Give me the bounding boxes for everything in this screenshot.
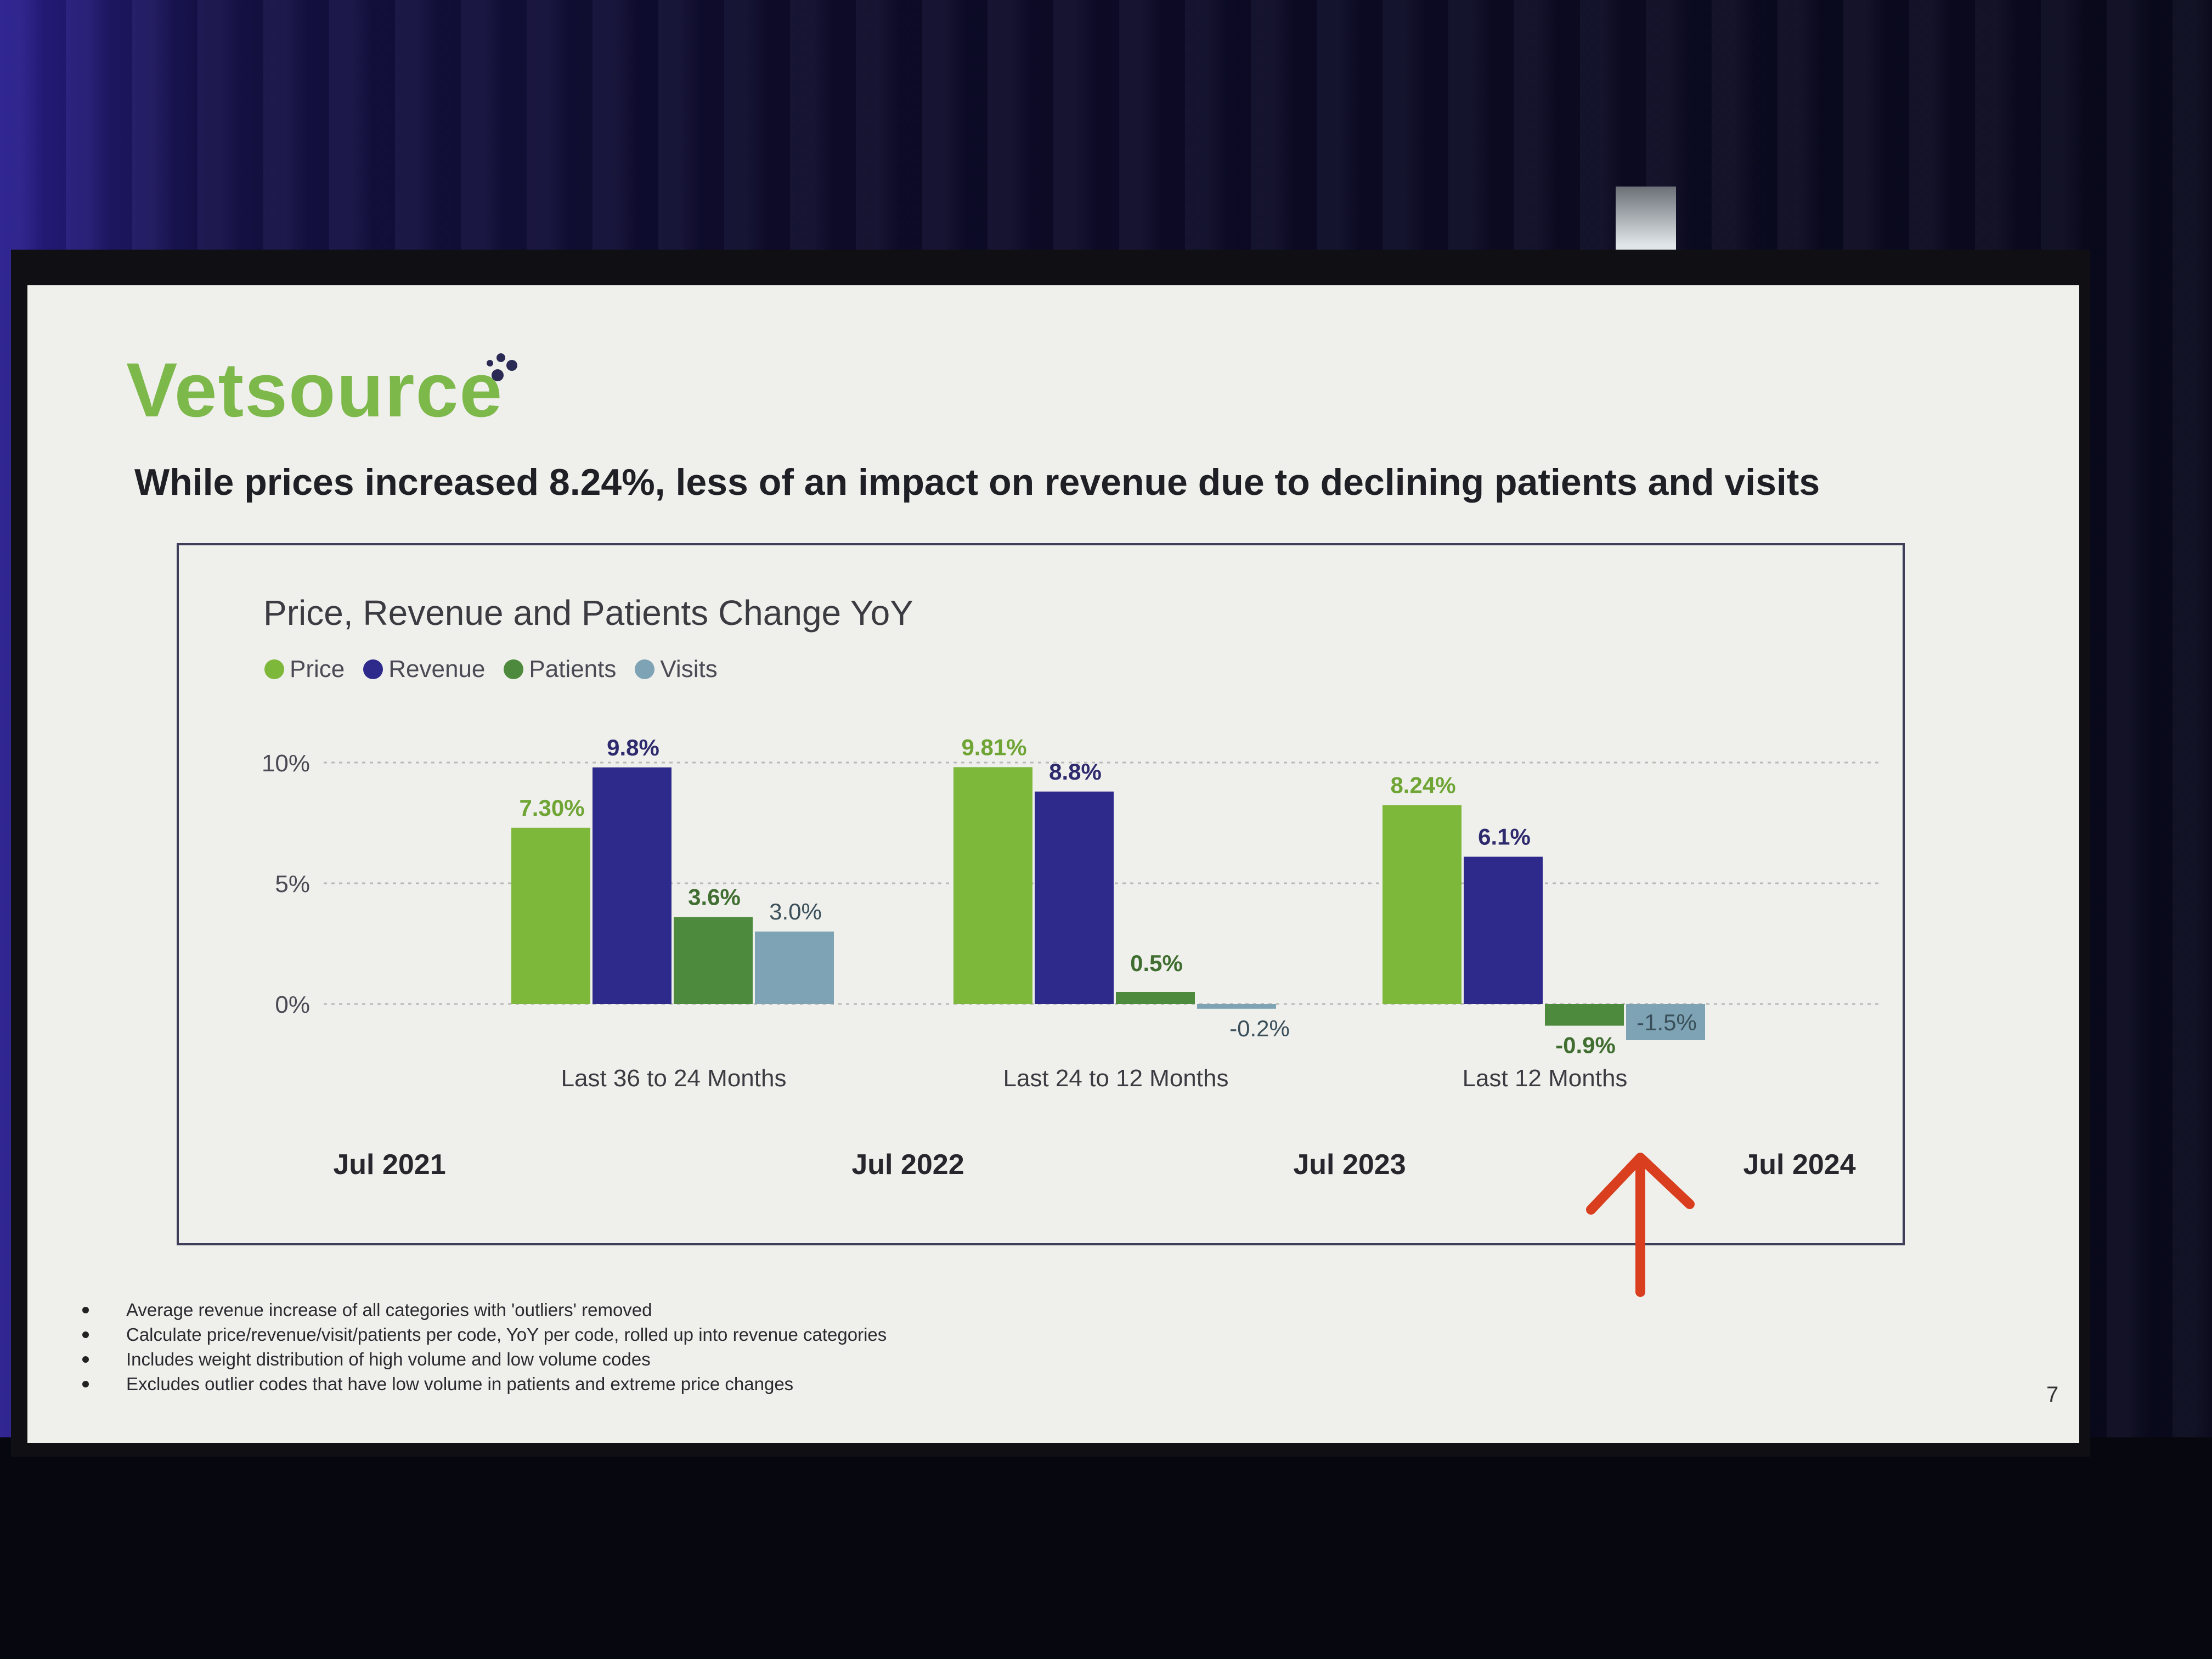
bar-label-box — [1626, 1004, 1705, 1040]
footnote-item: Calculate price/revenue/visit/patients p… — [82, 1322, 887, 1347]
y-tick-label: 5% — [275, 871, 310, 898]
y-tick-label: 10% — [262, 750, 310, 777]
chart-title: Price, Revenue and Patients Change YoY — [263, 593, 913, 633]
data-label: 8.24% — [1390, 772, 1455, 798]
data-label: 9.81% — [961, 734, 1026, 760]
logo-dots-icon — [487, 353, 517, 381]
legend-dot-price — [264, 659, 284, 679]
timeline-label: Jul 2021 — [333, 1149, 445, 1181]
slide-headline: While prices increased 8.24%, less of an… — [134, 461, 1820, 503]
legend-label-visits: Visits — [660, 656, 718, 682]
chart-legend: Price Revenue Patients Visits — [264, 656, 718, 683]
data-label: 3.0% — [769, 899, 822, 924]
footnote-item: Average revenue increase of all categori… — [82, 1297, 887, 1322]
bar-revenue — [1464, 856, 1543, 1004]
timeline-label: Jul 2022 — [851, 1149, 964, 1181]
footnote-item: Includes weight distribution of high vol… — [82, 1347, 887, 1372]
legend-dot-visits — [635, 659, 655, 679]
chart-frame — [177, 543, 1905, 1245]
bar-patients — [674, 917, 753, 1004]
bar-price — [953, 767, 1032, 1004]
data-label: 8.8% — [1049, 759, 1102, 785]
timeline-label: Jul 2024 — [1743, 1149, 1855, 1181]
bar-price — [1383, 805, 1462, 1004]
data-label: 0.5% — [1130, 950, 1183, 976]
legend-dot-revenue — [363, 659, 383, 679]
category-label: Last 36 to 24 Months — [561, 1065, 787, 1092]
category-label: Last 12 Months — [1463, 1065, 1628, 1092]
bar-patients — [1116, 992, 1195, 1004]
vetsource-logo: Vetsource — [126, 347, 504, 433]
footnotes-list: Average revenue increase of all categori… — [82, 1297, 887, 1396]
footnote-item: Excludes outlier codes that have low vol… — [82, 1372, 887, 1396]
data-label: 3.6% — [688, 884, 741, 910]
red-arrow-annotation — [1586, 1153, 1695, 1297]
legend-item-visits: Visits — [635, 656, 718, 683]
legend-label-price: Price — [290, 656, 345, 682]
timeline-label: Jul 2023 — [1293, 1149, 1406, 1181]
y-tick-label: 0% — [275, 991, 310, 1018]
legend-item-revenue: Revenue — [363, 656, 485, 683]
legend-label-revenue: Revenue — [388, 656, 486, 682]
legend-item-price: Price — [264, 656, 345, 683]
legend-dot-patients — [504, 659, 524, 679]
data-label: 6.1% — [1478, 824, 1531, 850]
data-label: -1.5% — [1637, 1009, 1697, 1035]
data-label: 9.8% — [607, 735, 659, 760]
data-label: 7.30% — [519, 795, 584, 821]
bar-patients — [1545, 1004, 1624, 1026]
legend-item-patients: Patients — [504, 656, 616, 683]
page-number: 7 — [2046, 1383, 2059, 1407]
bar-price — [511, 827, 590, 1004]
audience-area — [0, 1437, 2212, 1659]
bar-visits — [1197, 1004, 1276, 1009]
category-label: Last 24 to 12 Months — [1003, 1065, 1229, 1092]
legend-label-patients: Patients — [529, 656, 617, 682]
bar-revenue — [1035, 791, 1114, 1004]
bar-revenue — [592, 767, 672, 1004]
data-label: -0.2% — [1229, 1015, 1290, 1041]
bar-visits — [755, 932, 834, 1004]
data-label: -0.9% — [1555, 1032, 1616, 1058]
